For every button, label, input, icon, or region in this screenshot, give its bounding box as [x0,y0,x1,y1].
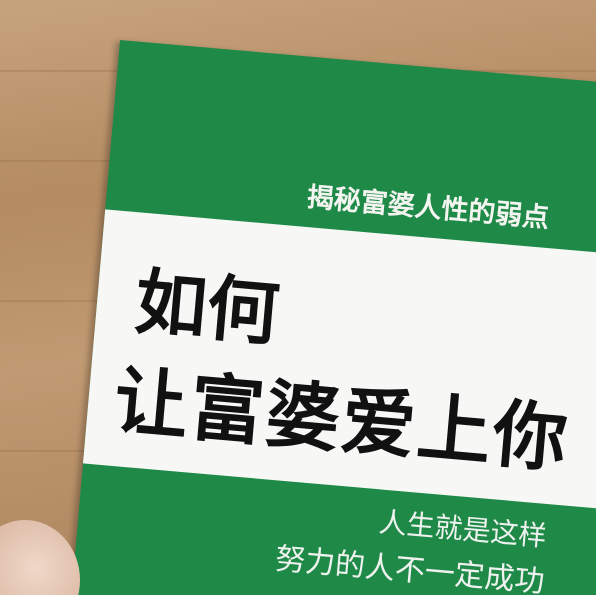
finger [0,520,80,595]
kicker: 揭秘富婆人性的弱点 [305,181,551,235]
title-line: 如何 [131,259,283,356]
book-cover: 揭秘富婆人性的弱点 如何 让富婆爱上你 人生就是这样 努力的人不一定成功 [65,40,596,595]
